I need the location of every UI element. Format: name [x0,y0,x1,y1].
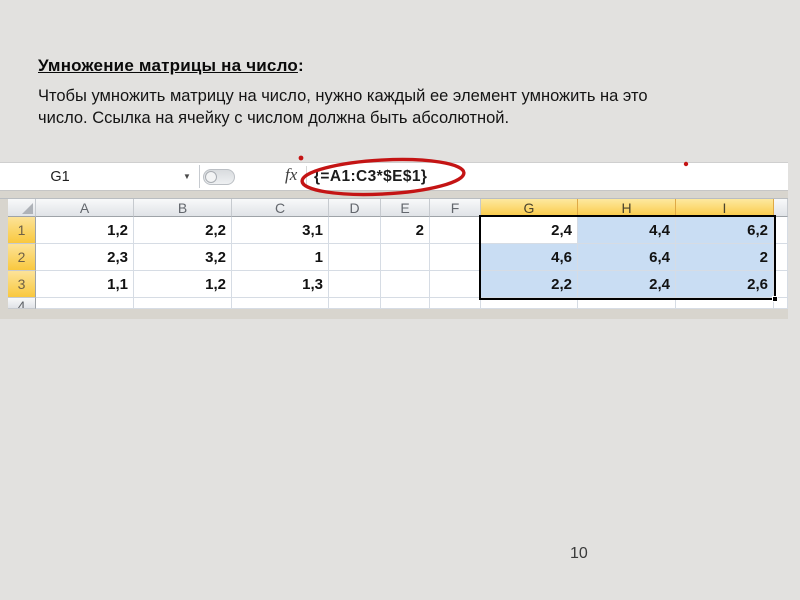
select-all-icon [22,203,33,214]
spreadsheet-grid: A B C D E F G H I 1 1,2 2,2 3,1 2 2,4 4,4 6,2 2 2,3 3,2 1 4,6… [0,199,788,309]
cell-D2[interactable] [329,244,381,271]
formula-bar-left-cap [203,169,235,185]
excel-screenshot: G1 ▼ fx {=A1:C3*$E$1} A B C D E F G H I 1 1,2 2,2 3,… [0,162,788,319]
column-header-partial[interactable] [774,199,788,217]
cell-E4[interactable] [381,298,430,309]
cell-G4[interactable] [481,298,578,309]
cell-A3[interactable]: 1,1 [36,271,134,298]
cell-partial [774,271,788,298]
column-header-D[interactable]: D [329,199,381,217]
slide-title-text: Умножение матрицы на число [38,56,298,75]
cell-I3[interactable]: 2,6 [676,271,774,298]
row-header-1[interactable]: 1 [8,217,36,244]
cell-C3[interactable]: 1,3 [232,271,329,298]
window-left-edge [0,298,8,309]
cell-F3[interactable] [430,271,481,298]
column-header-F[interactable]: F [430,199,481,217]
formula-divider [306,166,307,187]
cell-E2[interactable] [381,244,430,271]
column-header-E[interactable]: E [381,199,430,217]
cell-I4[interactable] [676,298,774,309]
column-header-H[interactable]: H [578,199,676,217]
cell-F1[interactable] [430,217,481,244]
slide-body-text: Чтобы умножить матрицу на число, нужно к… [38,85,648,129]
slide-title-colon: : [297,56,304,75]
cell-G3[interactable]: 2,2 [481,271,578,298]
window-left-edge [0,271,8,298]
row-header-4[interactable]: 4 [8,298,36,309]
column-header-C[interactable]: C [232,199,329,217]
row-header-3[interactable]: 3 [8,271,36,298]
formula-bar: G1 ▼ fx {=A1:C3*$E$1} [0,163,788,191]
cell-partial [774,217,788,244]
cell-I2[interactable]: 2 [676,244,774,271]
cell-B3[interactable]: 1,2 [134,271,232,298]
column-header-I[interactable]: I [676,199,774,217]
window-left-edge [0,199,8,217]
page-number: 10 [570,545,588,562]
column-header-A[interactable]: A [36,199,134,217]
cell-F2[interactable] [430,244,481,271]
body-line-1: Чтобы умножить матрицу на число, нужно к… [38,87,648,105]
cell-B1[interactable]: 2,2 [134,217,232,244]
cell-I1[interactable]: 6,2 [676,217,774,244]
column-header-B[interactable]: B [134,199,232,217]
cell-C1[interactable]: 3,1 [232,217,329,244]
slide-title: Умножение матрицы на число: [38,56,304,76]
cell-A1[interactable]: 1,2 [36,217,134,244]
name-box[interactable]: G1 [50,168,70,185]
cell-partial [774,244,788,271]
insert-function-fx-icon[interactable]: fx [285,165,298,184]
cell-D1[interactable] [329,217,381,244]
cell-A4[interactable] [36,298,134,309]
cell-H4[interactable] [578,298,676,309]
cell-B4[interactable] [134,298,232,309]
cell-G1[interactable]: 2,4 [481,217,578,244]
cell-B2[interactable]: 3,2 [134,244,232,271]
cell-F4[interactable] [430,298,481,309]
cell-D3[interactable] [329,271,381,298]
window-left-edge [0,244,8,271]
body-line-2: число. Ссылка на ячейку с числом должна … [38,109,510,127]
formula-input[interactable]: {=A1:C3*$E$1} [314,167,428,185]
name-box-divider [199,165,200,188]
red-dot-annotation [298,155,304,161]
name-box-dropdown-icon[interactable]: ▼ [183,172,191,181]
window-bottom-strip [0,309,788,319]
cell-H1[interactable]: 4,4 [578,217,676,244]
window-left-edge [0,217,8,244]
window-divider-strip [0,191,788,199]
cell-H3[interactable]: 2,4 [578,271,676,298]
formula-bar-button-icon[interactable] [205,171,217,183]
cell-C2[interactable]: 1 [232,244,329,271]
cell-G2[interactable]: 4,6 [481,244,578,271]
cell-C4[interactable] [232,298,329,309]
cell-A2[interactable]: 2,3 [36,244,134,271]
cell-E1[interactable]: 2 [381,217,430,244]
row-header-2[interactable]: 2 [8,244,36,271]
cell-E3[interactable] [381,271,430,298]
column-header-G[interactable]: G [481,199,578,217]
cell-D4[interactable] [329,298,381,309]
cell-partial [774,298,788,309]
select-all-corner[interactable] [8,199,36,217]
cell-H2[interactable]: 6,4 [578,244,676,271]
